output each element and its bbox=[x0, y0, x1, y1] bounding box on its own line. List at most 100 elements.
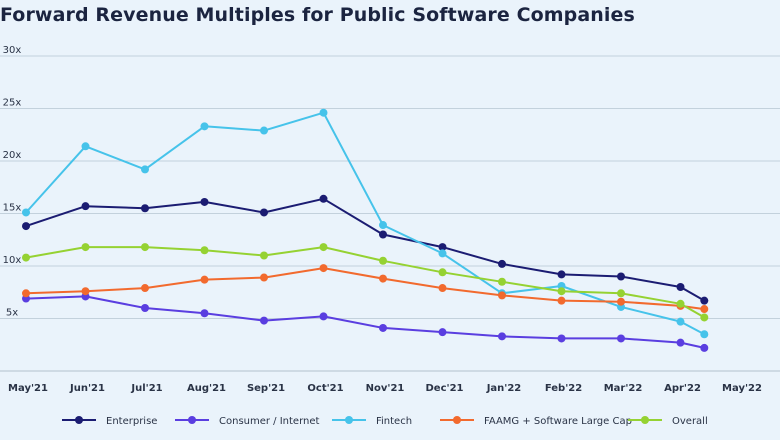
series-line-consumer-internet bbox=[25, 295, 705, 349]
x-tick-label: Oct'21 bbox=[307, 383, 343, 394]
data-point-overall bbox=[557, 287, 566, 296]
legend-swatch-marker bbox=[453, 416, 461, 424]
data-point-faamg-software-large-cap bbox=[81, 287, 90, 296]
data-point-enterprise bbox=[260, 208, 268, 217]
x-tick-label: May'22 bbox=[722, 383, 762, 394]
x-tick-label: May'21 bbox=[8, 383, 48, 394]
data-point-consumer-internet bbox=[557, 334, 566, 343]
data-point-consumer-internet bbox=[700, 343, 709, 352]
data-point-fintech bbox=[700, 330, 709, 339]
data-point-enterprise bbox=[438, 243, 447, 252]
data-point-faamg-software-large-cap bbox=[617, 297, 625, 306]
series-overall bbox=[22, 243, 709, 322]
data-point-faamg-software-large-cap bbox=[557, 296, 566, 305]
data-point-consumer-internet bbox=[498, 332, 506, 341]
legend-item-consumer-internet: Consumer / Internet bbox=[175, 416, 320, 427]
data-point-enterprise bbox=[676, 283, 685, 291]
data-point-overall bbox=[81, 243, 90, 252]
data-point-fintech bbox=[319, 108, 328, 117]
legend-item-enterprise: Enterprise bbox=[62, 416, 157, 427]
data-point-overall bbox=[498, 277, 506, 286]
x-tick-label: Feb'22 bbox=[545, 383, 582, 394]
data-point-overall bbox=[319, 243, 328, 252]
x-tick-label: Nov'21 bbox=[366, 383, 405, 394]
data-point-enterprise bbox=[81, 202, 90, 211]
data-point-fintech bbox=[379, 221, 387, 230]
x-axis-ticks: May'21 Jun'21 Jul'21 Aug'21 Sep'21 Oct'21 Nov'… bbox=[8, 383, 762, 394]
data-point-enterprise bbox=[498, 259, 506, 268]
grid-lines bbox=[0, 55, 780, 372]
legend-label: Overall bbox=[672, 416, 708, 427]
data-point-consumer-internet bbox=[379, 323, 387, 332]
data-point-faamg-software-large-cap bbox=[319, 264, 328, 273]
data-point-faamg-software-large-cap bbox=[260, 273, 268, 282]
data-point-enterprise bbox=[379, 230, 387, 239]
data-point-overall bbox=[22, 253, 30, 262]
legend-label: Fintech bbox=[376, 416, 412, 427]
legend-item-overall: Overall bbox=[628, 416, 708, 427]
legend-item-fintech: Fintech bbox=[332, 416, 412, 427]
legend-swatch-marker bbox=[641, 416, 649, 424]
data-point-consumer-internet bbox=[260, 316, 268, 325]
data-point-fintech bbox=[81, 142, 90, 151]
legend-swatch-marker bbox=[345, 416, 353, 424]
data-point-fintech bbox=[200, 122, 209, 131]
legend-item-faamg-software-large-cap: FAAMG + Software Large Cap bbox=[440, 416, 632, 427]
y-axis-ticks: 5x 10x 15x 20x 25x 30x bbox=[3, 45, 22, 319]
legend-swatch-marker bbox=[188, 416, 196, 424]
data-point-enterprise bbox=[319, 194, 328, 203]
data-point-overall bbox=[141, 243, 149, 252]
x-tick-label: Sep'21 bbox=[247, 383, 285, 394]
series-line-overall bbox=[25, 246, 705, 319]
legend-label: Consumer / Internet bbox=[219, 416, 320, 427]
x-tick-label: Jul'21 bbox=[130, 383, 162, 394]
data-point-faamg-software-large-cap bbox=[700, 305, 709, 314]
data-point-fintech bbox=[438, 249, 447, 258]
data-point-enterprise bbox=[700, 296, 709, 305]
data-point-overall bbox=[379, 256, 387, 265]
data-point-faamg-software-large-cap bbox=[438, 284, 447, 293]
data-point-faamg-software-large-cap bbox=[141, 284, 149, 293]
data-point-overall bbox=[700, 313, 709, 322]
series-lines bbox=[22, 108, 709, 352]
data-point-overall bbox=[438, 268, 447, 277]
data-point-faamg-software-large-cap bbox=[22, 289, 30, 298]
x-tick-label: Apr'22 bbox=[664, 383, 701, 394]
data-point-fintech bbox=[22, 208, 30, 217]
y-tick-label: 25x bbox=[3, 98, 22, 109]
legend: Enterprise Consumer / Internet Fintech FAAM… bbox=[62, 416, 708, 427]
data-point-fintech bbox=[676, 317, 685, 326]
x-tick-label: Jun'21 bbox=[69, 383, 105, 394]
data-point-overall bbox=[260, 251, 268, 260]
data-point-enterprise bbox=[141, 204, 149, 213]
data-point-consumer-internet bbox=[676, 338, 685, 347]
x-tick-label: Mar'22 bbox=[604, 383, 643, 394]
chart-title: Forward Revenue Multiples for Public Sof… bbox=[0, 4, 635, 26]
y-tick-label: 30x bbox=[3, 45, 22, 56]
data-point-consumer-internet bbox=[319, 312, 328, 321]
y-tick-label: 20x bbox=[3, 150, 22, 161]
legend-swatch-marker bbox=[75, 416, 83, 424]
data-point-faamg-software-large-cap bbox=[498, 291, 506, 300]
series-line-faamg-software-large-cap bbox=[25, 267, 705, 311]
data-point-enterprise bbox=[617, 272, 625, 281]
data-point-faamg-software-large-cap bbox=[200, 275, 209, 284]
series-enterprise bbox=[22, 194, 709, 305]
data-point-consumer-internet bbox=[617, 334, 625, 343]
data-point-consumer-internet bbox=[141, 304, 149, 312]
data-point-enterprise bbox=[22, 222, 30, 231]
data-point-enterprise bbox=[557, 270, 566, 279]
data-point-consumer-internet bbox=[438, 328, 447, 337]
data-point-faamg-software-large-cap bbox=[379, 274, 387, 283]
data-point-overall bbox=[617, 289, 625, 298]
data-point-fintech bbox=[260, 126, 268, 135]
data-point-fintech bbox=[141, 165, 149, 174]
x-tick-label: Jan'22 bbox=[486, 383, 522, 394]
y-tick-label: 15x bbox=[3, 203, 22, 214]
data-point-overall bbox=[200, 246, 209, 255]
data-point-overall bbox=[676, 299, 685, 308]
x-tick-label: Aug'21 bbox=[187, 383, 226, 394]
series-line-enterprise bbox=[25, 197, 705, 302]
series-consumer-internet bbox=[22, 292, 709, 352]
